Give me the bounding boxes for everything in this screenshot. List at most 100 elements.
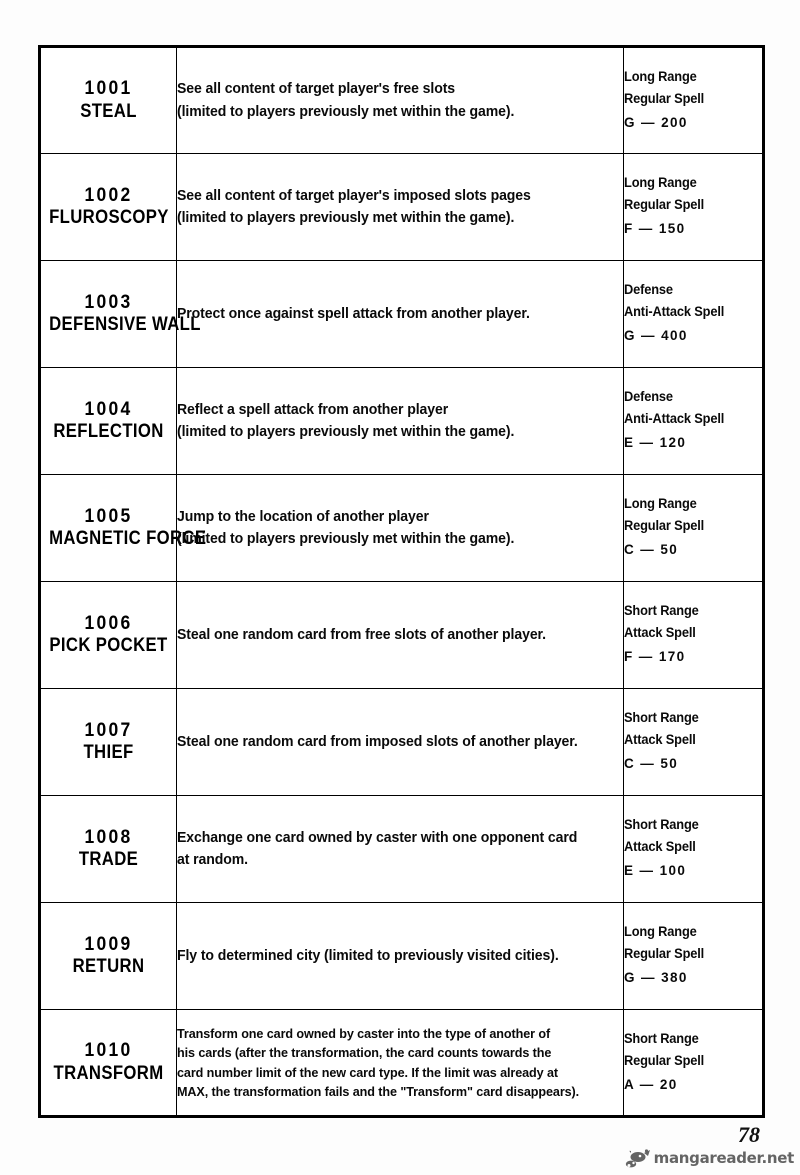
spell-attributes-cell: Long Range Regular Spell G — 380 <box>623 902 764 1010</box>
spell-number: 1002 <box>84 184 133 206</box>
spell-range: Long Range <box>624 924 697 940</box>
spell-attributes-cell: Short Range Attack Spell E — 100 <box>623 795 764 903</box>
spell-number: 1001 <box>84 78 133 100</box>
spell-id-cell: 1008 TRADE <box>39 795 177 903</box>
spell-table-body: 1001 STEAL See all content of target playe… <box>39 46 764 1117</box>
table-row: 1006 PICK POCKET Steal one random card fro… <box>39 581 764 689</box>
spell-name: PICK POCKET <box>49 635 168 657</box>
spell-range: Long Range <box>624 175 697 191</box>
spell-range: Short Range <box>624 603 699 619</box>
spell-description-cell: Steal one random card from free slots of… <box>176 581 624 689</box>
spell-cost: C — 50 <box>624 756 679 772</box>
spell-id-cell: 1004 REFLECTION <box>39 367 177 475</box>
spell-cost: G — 400 <box>624 328 688 344</box>
spell-id-cell: 1010 TRANSFORM <box>39 1009 177 1117</box>
spell-number: 1010 <box>84 1040 133 1062</box>
spell-type: Regular Spell <box>624 946 705 962</box>
spell-type: Anti-Attack Spell <box>624 411 725 427</box>
cow-icon <box>625 1148 651 1168</box>
table-row: 1002 FLUROSCOPY See all content of target … <box>39 153 764 261</box>
spell-description-cell: See all content of target player's impos… <box>176 153 624 261</box>
spell-name: TRANSFORM <box>53 1062 164 1084</box>
spell-attributes-cell: Defense Anti-Attack Spell G — 400 <box>623 260 764 368</box>
spell-attributes-cell: Long Range Regular Spell F — 150 <box>623 153 764 261</box>
spell-cost: F — 150 <box>624 221 686 237</box>
spell-cost: E — 100 <box>624 863 687 879</box>
table-row: 1010 TRANSFORM Transform one card owned by… <box>39 1009 764 1117</box>
spell-description: Fly to determined city (limited to previ… <box>177 947 559 964</box>
spell-range: Long Range <box>624 68 697 84</box>
spell-id-cell: 1006 PICK POCKET <box>39 581 177 689</box>
spell-cost: G — 380 <box>624 970 688 986</box>
spell-description-cell: Jump to the location of another player (… <box>176 474 624 582</box>
spell-name: THIEF <box>83 742 134 764</box>
spell-description: Exchange one card owned by caster with o… <box>177 829 578 868</box>
spell-type: Regular Spell <box>624 1052 705 1068</box>
spell-number: 1008 <box>84 826 133 848</box>
spell-cost: A — 20 <box>624 1076 678 1092</box>
spell-cost: C — 50 <box>624 542 679 558</box>
watermark-text: mangareader.net <box>653 1149 795 1167</box>
spell-name: MAGNETIC FORCE <box>49 528 207 550</box>
table-row: 1009 RETURN Fly to determined city (limite… <box>39 902 764 1010</box>
spell-type: Anti-Attack Spell <box>624 304 725 320</box>
table-row: 1005 MAGNETIC FORCE Jump to the location o… <box>39 474 764 582</box>
spell-range: Short Range <box>624 710 699 726</box>
spell-description: Jump to the location of another player (… <box>177 508 515 547</box>
spell-number: 1007 <box>84 719 133 741</box>
spell-description: See all content of target player's free … <box>177 81 515 120</box>
spell-description-cell: Protect once against spell attack from a… <box>176 260 624 368</box>
spell-name: TRADE <box>78 849 139 871</box>
spell-description-cell: Transform one card owned by caster into … <box>176 1009 624 1117</box>
spell-id-cell: 1001 STEAL <box>39 46 177 154</box>
spell-name: FLUROSCOPY <box>49 207 169 229</box>
spell-name: RETURN <box>72 956 145 978</box>
spell-id-cell: 1002 FLUROSCOPY <box>39 153 177 261</box>
spell-type: Attack Spell <box>624 732 696 748</box>
spell-number: 1006 <box>84 612 133 634</box>
spell-number: 1005 <box>84 505 133 527</box>
spell-description-cell: Exchange one card owned by caster with o… <box>176 795 624 903</box>
spell-description-cell: See all content of target player's free … <box>176 46 624 154</box>
page-number: 78 <box>738 1122 760 1147</box>
table-row: 1008 TRADE Exchange one card owned by cast… <box>39 795 764 903</box>
spell-cost: G — 200 <box>624 114 688 130</box>
spell-attributes-cell: Short Range Regular Spell A — 20 <box>623 1009 764 1117</box>
spell-range: Defense <box>624 282 673 298</box>
spell-description-cell: Reflect a spell attack from another play… <box>176 367 624 475</box>
spell-card-table: 1001 STEAL See all content of target playe… <box>38 45 765 1118</box>
spell-cost: F — 170 <box>624 649 686 665</box>
spell-number: 1004 <box>84 398 133 420</box>
spell-name: STEAL <box>80 100 137 122</box>
spell-number: 1003 <box>84 291 133 313</box>
spell-number: 1009 <box>84 933 133 955</box>
spell-range: Long Range <box>624 496 697 512</box>
spell-description: Protect once against spell attack from a… <box>177 305 530 322</box>
table-row: 1007 THIEF Steal one random card from impo… <box>39 688 764 796</box>
spell-description: Steal one random card from imposed slots… <box>177 733 578 750</box>
table-row: 1003 DEFENSIVE WALL Protect once against s… <box>39 260 764 368</box>
spell-attributes-cell: Short Range Attack Spell C — 50 <box>623 688 764 796</box>
spell-description-cell: Steal one random card from imposed slots… <box>176 688 624 796</box>
spell-type: Regular Spell <box>624 197 705 213</box>
spell-type: Attack Spell <box>624 625 696 641</box>
watermark: mangareader.net <box>625 1148 794 1168</box>
spell-range: Short Range <box>624 1030 699 1046</box>
spell-range: Defense <box>624 389 673 405</box>
spell-description-cell: Fly to determined city (limited to previ… <box>176 902 624 1010</box>
spell-id-cell: 1003 DEFENSIVE WALL <box>39 260 201 368</box>
spell-id-cell: 1009 RETURN <box>39 902 177 1010</box>
spell-description: Transform one card owned by caster into … <box>177 1026 580 1099</box>
spell-id-cell: 1005 MAGNETIC FORCE <box>39 474 207 582</box>
table-row: 1001 STEAL See all content of target playe… <box>39 46 764 154</box>
spell-description: Steal one random card from free slots of… <box>177 626 546 643</box>
spell-type: Regular Spell <box>624 90 705 106</box>
spell-range: Short Range <box>624 817 699 833</box>
spell-id-cell: 1007 THIEF <box>39 688 177 796</box>
spell-name: DEFENSIVE WALL <box>49 314 201 336</box>
spell-type: Regular Spell <box>624 518 705 534</box>
spell-attributes-cell: Long Range Regular Spell G — 200 <box>623 46 764 154</box>
spell-name: REFLECTION <box>53 421 164 443</box>
spell-cost: E — 120 <box>624 435 687 451</box>
